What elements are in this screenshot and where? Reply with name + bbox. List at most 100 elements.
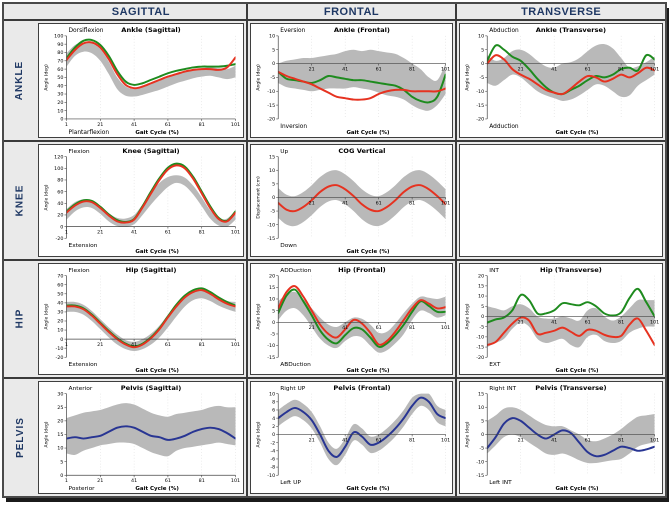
svg-text:Down: Down: [280, 243, 297, 249]
svg-text:Angle (deg): Angle (deg): [44, 184, 50, 210]
svg-text:-20: -20: [477, 117, 485, 123]
svg-text:Left UP: Left UP: [280, 480, 301, 486]
row-label-pelvis-text: PELVIS: [14, 417, 26, 459]
svg-text:21: 21: [518, 438, 524, 444]
svg-text:10: 10: [269, 168, 275, 174]
svg-text:-20: -20: [55, 355, 63, 361]
cell-hip-transverse: -20 -15 -10 -5 0 5 10 15 20 21 41 61 81 101 Hip (Trans…: [455, 258, 665, 378]
svg-text:61: 61: [585, 438, 591, 444]
svg-text:Gait Cycle (%): Gait Cycle (%): [346, 367, 389, 373]
cell-ankle-transverse: -20 -15 -10 -5 0 5 10 21 41 61 81 101 Ankle (Transve…: [455, 21, 665, 140]
svg-text:5: 5: [272, 181, 275, 187]
svg-text:20: 20: [57, 419, 63, 425]
svg-text:61: 61: [585, 319, 591, 325]
svg-text:41: 41: [342, 200, 348, 206]
column-header-sagittal: SAGITTAL: [36, 4, 246, 21]
svg-text:60: 60: [57, 282, 63, 288]
svg-text:0: 0: [60, 336, 63, 342]
svg-text:90: 90: [57, 42, 63, 48]
svg-text:61: 61: [375, 67, 381, 73]
svg-text:60: 60: [57, 189, 63, 195]
svg-text:61: 61: [375, 325, 381, 331]
row-label-knee-text: KNEE: [14, 184, 26, 217]
svg-text:81: 81: [199, 229, 205, 235]
svg-text:30: 30: [57, 92, 63, 98]
svg-text:5: 5: [60, 460, 63, 466]
svg-text:41: 41: [551, 438, 557, 444]
svg-text:41: 41: [131, 122, 137, 128]
svg-text:Angle (deg): Angle (deg): [44, 64, 50, 91]
svg-text:-5: -5: [270, 209, 275, 215]
svg-text:1: 1: [65, 478, 68, 484]
svg-text:21: 21: [308, 200, 314, 206]
svg-text:-15: -15: [477, 344, 485, 350]
svg-text:41: 41: [551, 67, 557, 73]
row-label-knee: KNEE: [4, 139, 36, 259]
svg-text:6: 6: [272, 408, 275, 414]
svg-text:-5: -5: [480, 446, 485, 452]
svg-text:INT: INT: [490, 267, 500, 273]
svg-text:101: 101: [441, 438, 450, 444]
svg-text:Angle (deg): Angle (deg): [44, 422, 50, 448]
chart-hip-transverse: -20 -15 -10 -5 0 5 10 15 20 21 41 61 81 101 Hip (Trans…: [459, 262, 663, 376]
svg-text:101: 101: [441, 67, 450, 73]
svg-text:10: 10: [57, 108, 63, 114]
svg-text:Angle (deg): Angle (deg): [44, 303, 50, 329]
svg-text:Angle (deg): Angle (deg): [255, 303, 261, 329]
svg-text:101: 101: [231, 342, 240, 348]
svg-text:ABDuction: ABDuction: [280, 362, 311, 368]
svg-text:70: 70: [57, 59, 63, 65]
svg-text:41: 41: [131, 229, 137, 235]
svg-text:-15: -15: [267, 103, 275, 109]
column-header-frontal: FRONTAL: [245, 4, 456, 21]
svg-text:-5: -5: [270, 331, 275, 337]
svg-text:0: 0: [272, 320, 275, 326]
svg-text:-15: -15: [267, 354, 275, 360]
chart-pelvis-sagittal: 0 5 10 15 20 25 30 1 21 41 61 81 101 Pelvis (Sagittal…: [38, 381, 244, 494]
svg-text:-10: -10: [267, 222, 275, 228]
svg-text:-10: -10: [477, 460, 485, 466]
svg-text:Extension: Extension: [69, 362, 98, 368]
svg-text:0: 0: [272, 195, 275, 201]
svg-text:-5: -5: [270, 75, 275, 81]
svg-text:61: 61: [585, 67, 591, 73]
svg-text:Gait Cycle (%): Gait Cycle (%): [556, 130, 599, 136]
svg-text:10: 10: [269, 392, 275, 398]
svg-text:21: 21: [97, 478, 103, 484]
svg-text:81: 81: [199, 478, 205, 484]
svg-text:0: 0: [481, 432, 484, 438]
svg-text:101: 101: [650, 319, 659, 325]
svg-text:40: 40: [57, 83, 63, 89]
svg-text:Knee (Sagittal): Knee (Sagittal): [122, 147, 179, 155]
svg-text:1: 1: [65, 229, 68, 235]
svg-text:15: 15: [478, 283, 484, 289]
svg-text:40: 40: [57, 300, 63, 306]
svg-text:101: 101: [650, 67, 659, 73]
svg-text:81: 81: [618, 67, 624, 73]
svg-text:21: 21: [518, 319, 524, 325]
svg-text:-15: -15: [477, 473, 485, 479]
svg-text:41: 41: [342, 438, 348, 444]
svg-text:0: 0: [481, 61, 484, 67]
row-label-hip: HIP: [4, 258, 36, 378]
svg-text:80: 80: [57, 177, 63, 183]
svg-text:Hip (Transverse): Hip (Transverse): [540, 265, 602, 273]
column-header-transverse: TRANSVERSE: [455, 4, 665, 21]
svg-text:10: 10: [478, 405, 484, 411]
chart-knee-sagittal: -20 0 20 40 60 80 100 120 1 21 41 61 81 101 Knee (Sagi…: [38, 143, 244, 257]
svg-text:15: 15: [269, 154, 275, 160]
svg-text:Hip (Sagittal): Hip (Sagittal): [126, 265, 177, 273]
cell-hip-frontal: -15 -10 -5 0 5 10 15 20 21 41 61 81 101 Hip (Frontal)…: [245, 258, 456, 378]
svg-text:10: 10: [269, 296, 275, 302]
svg-text:-2: -2: [270, 441, 275, 447]
svg-text:Ankle (Transverse): Ankle (Transverse): [536, 26, 606, 34]
svg-text:Anterior: Anterior: [69, 386, 93, 392]
svg-text:10: 10: [478, 293, 484, 299]
svg-text:Left INT: Left INT: [490, 480, 513, 486]
svg-text:Flexion: Flexion: [69, 149, 90, 155]
svg-text:Hip (Frontal): Hip (Frontal): [338, 265, 386, 273]
svg-text:60: 60: [57, 67, 63, 73]
svg-text:Gait Cycle (%): Gait Cycle (%): [556, 486, 599, 492]
svg-text:81: 81: [618, 319, 624, 325]
svg-text:Gait Cycle (%): Gait Cycle (%): [135, 486, 178, 492]
